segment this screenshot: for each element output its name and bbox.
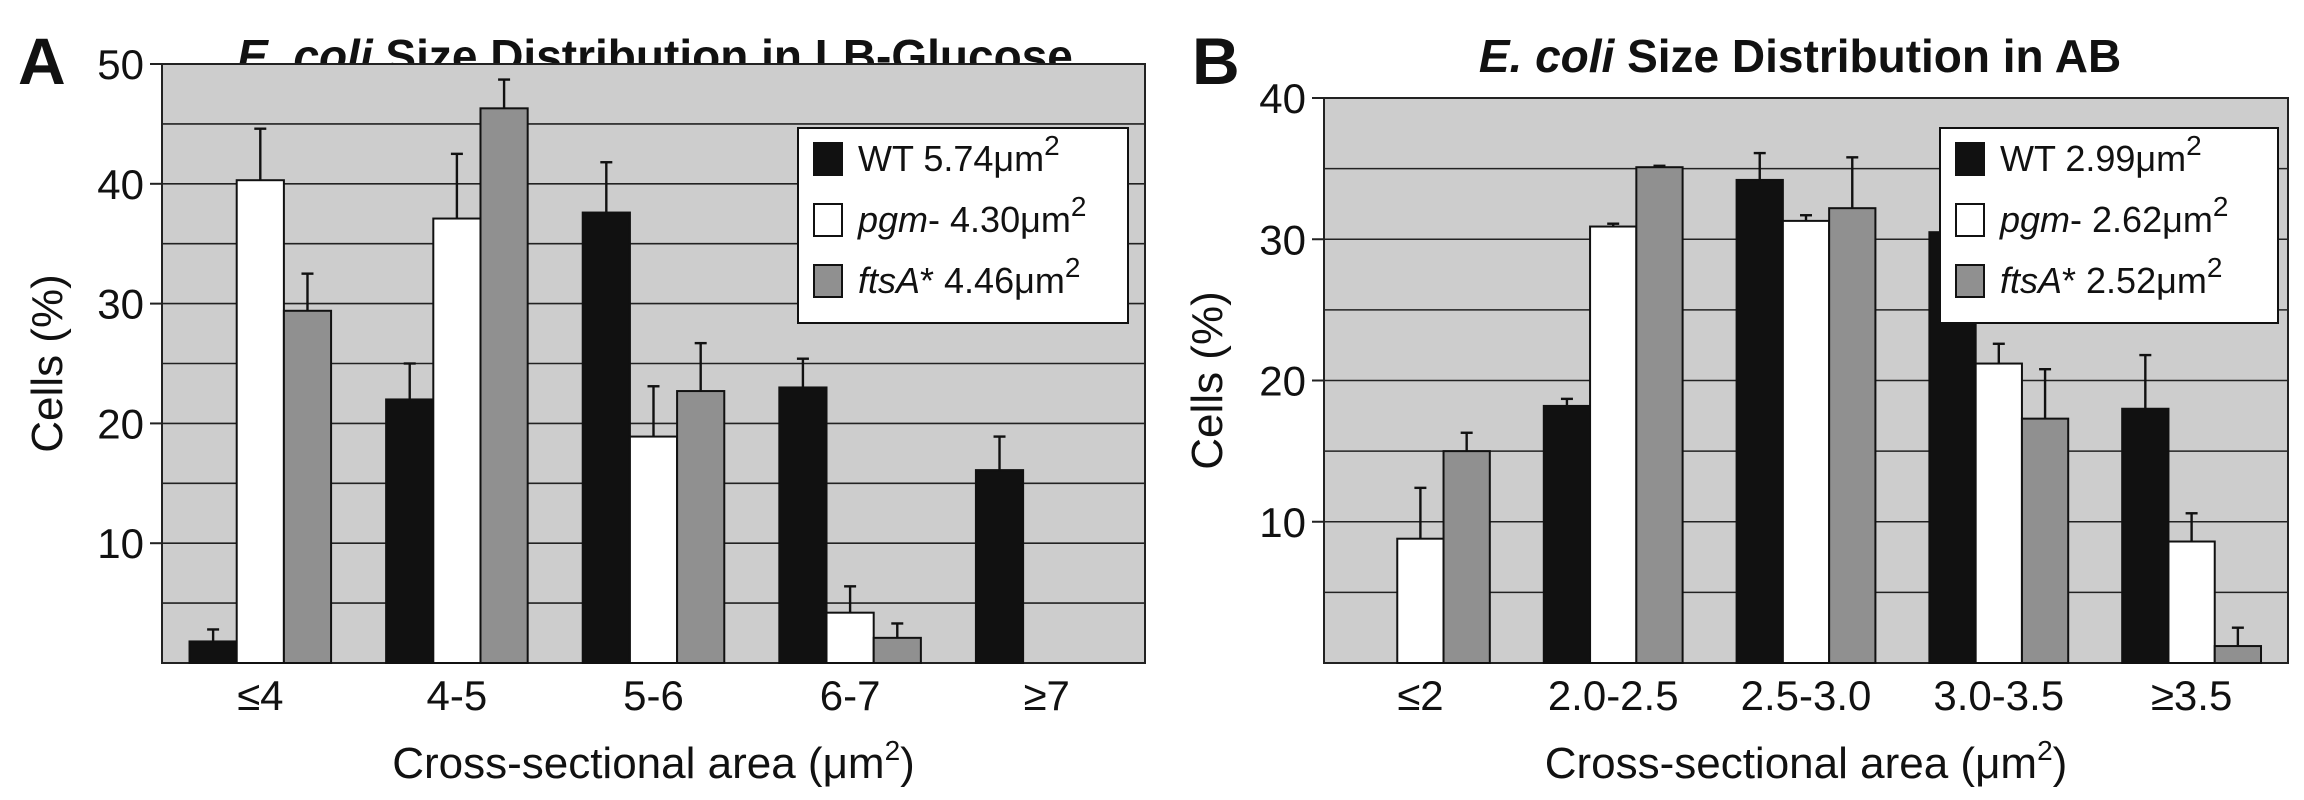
bar-wt-4: [2121, 407, 2170, 664]
bar-ftsa-4: [2213, 645, 2263, 664]
bar-ftsa-2: [1828, 207, 1877, 665]
y-tick-label: 20: [1259, 358, 1306, 405]
x-tick-label: ≤2: [1397, 672, 1443, 719]
y-tick-label: 40: [1259, 75, 1306, 122]
legend-entry: pgm- 4.30μm2: [857, 191, 1086, 240]
legend: WT 5.74μm2 pgm- 4.30μm2 ftsA* 4.46μm2: [797, 127, 1129, 324]
chart-panel-b: B E. coli Size Distribution in AB 10 20 30 40…: [1183, 24, 2289, 788]
bar-wt-4: [974, 469, 1025, 665]
y-tick-label: 20: [97, 400, 144, 447]
y-tick-label: 30: [97, 281, 144, 328]
bar-ftsa-3: [2020, 417, 2070, 665]
panel-letter: A: [18, 24, 66, 98]
legend-swatch: [813, 142, 843, 176]
legend-entry: ftsA* 4.46μm2: [858, 252, 1080, 301]
bar-ftsa-0: [282, 309, 333, 664]
legend-entry: WT 2.99μm2: [2000, 130, 2202, 179]
legend-swatch: [813, 203, 843, 237]
bar-pgm-0: [1396, 537, 1445, 665]
panel-letter: B: [1192, 24, 1240, 98]
y-tick-label: 10: [97, 520, 144, 567]
x-tick-label: ≥3.5: [2151, 672, 2232, 719]
bar-ftsa-3: [872, 636, 922, 664]
x-axis-label: Cross-sectional area (μm2): [392, 735, 915, 788]
y-tick-label: 10: [1259, 499, 1306, 546]
bar-ftsa-0: [1442, 450, 1491, 664]
x-axis-label: Cross-sectional area (μm2): [1545, 735, 2068, 788]
legend-entry: pgm- 2.62μm2: [1999, 191, 2228, 240]
bar-pgm-1: [432, 217, 482, 665]
bar-ftsa-1: [479, 107, 529, 665]
x-tick-label: 6-7: [820, 672, 881, 719]
bar-pgm-4: [2167, 540, 2216, 665]
y-tick-label: 40: [97, 161, 144, 208]
x-tick-label: 5-6: [623, 672, 684, 719]
y-axis-label: Cells (%): [1183, 291, 1232, 469]
bar-ftsa-2: [676, 390, 726, 664]
bar-wt-1: [1542, 404, 1592, 664]
legend-box: [797, 127, 1129, 324]
legend: WT 2.99μm2 pgm- 2.62μm2 ftsA* 2.52μm2: [1939, 127, 2279, 324]
legend-swatch: [813, 264, 843, 298]
legend-swatch: [1955, 203, 1985, 237]
legend-entry: ftsA* 2.52μm2: [2000, 252, 2222, 301]
bar-wt-2: [581, 211, 631, 664]
legend-swatch: [1955, 142, 1985, 176]
legend-entry: WT 5.74μm2: [858, 130, 1060, 179]
bar-pgm-3: [825, 611, 875, 665]
bar-pgm-3: [1974, 362, 2023, 664]
bar-pgm-2: [1781, 219, 1831, 664]
x-tick-label: ≥7: [1023, 672, 1069, 719]
chart-title: E. coli Size Distribution in AB: [1479, 30, 2121, 82]
bar-pgm-2: [628, 435, 679, 664]
legend-swatch: [1955, 264, 1985, 298]
bar-pgm-0: [235, 179, 285, 664]
bar-wt-1: [385, 398, 435, 664]
bar-ftsa-1: [1635, 166, 1684, 664]
chart-panel-a: A E. coli Size Distribution in LB-Glucose…: [18, 24, 1146, 788]
x-tick-label: 2.5-3.0: [1741, 672, 1872, 719]
x-tick-label: 2.0-2.5: [1548, 672, 1679, 719]
legend-box: [1939, 127, 2279, 324]
bar-wt-0: [188, 640, 238, 664]
x-tick-label: ≤4: [237, 672, 283, 719]
y-axis-label: Cells (%): [23, 274, 72, 452]
x-tick-label: 4-5: [427, 672, 488, 719]
bar-pgm-1: [1589, 225, 1638, 664]
bar-wt-2: [1735, 178, 1784, 665]
x-tick-label: 3.0-3.5: [1933, 672, 2064, 719]
y-tick-label: 50: [97, 41, 144, 88]
bar-wt-3: [778, 386, 828, 664]
y-tick-label: 30: [1259, 216, 1306, 263]
